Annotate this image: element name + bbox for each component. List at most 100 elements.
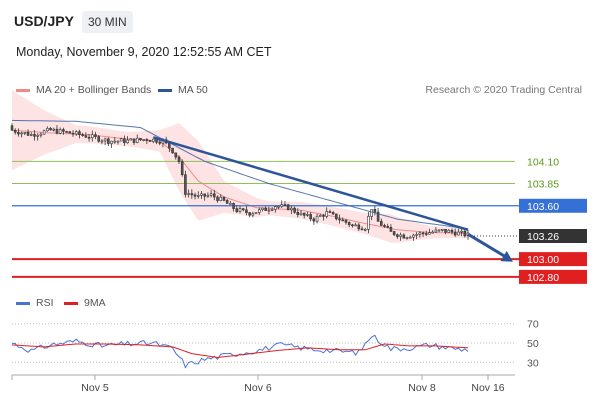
candle-body	[290, 207, 293, 211]
last-price-label: 103.26	[527, 231, 559, 243]
candle-body	[65, 131, 68, 133]
candle-body	[421, 232, 425, 235]
candle-body	[322, 215, 325, 217]
candle-body	[444, 228, 447, 233]
candle-body	[373, 209, 377, 213]
candle-body	[312, 218, 316, 222]
candle-body	[402, 234, 406, 239]
projection-arrow-shaft	[467, 232, 510, 261]
candle-body	[55, 128, 59, 134]
candle-body	[357, 224, 361, 230]
rsi-ma-line	[11, 343, 469, 359]
candle-body	[229, 203, 232, 205]
candle-body	[222, 196, 226, 201]
candle-body	[450, 230, 454, 233]
candle-body	[123, 138, 126, 144]
copyright-text: Research © 2020 Trading Central	[425, 84, 582, 96]
candle-body	[190, 193, 194, 196]
candle-body	[351, 224, 354, 227]
candle-body	[13, 129, 17, 133]
candle-body	[283, 204, 287, 206]
candle-body	[437, 229, 441, 232]
candle-body	[113, 140, 117, 143]
candle-body	[453, 231, 457, 236]
rsi-ma-swatch	[64, 301, 78, 305]
candle-body	[376, 211, 380, 222]
candle-body	[174, 152, 178, 158]
candle-body	[42, 130, 46, 135]
candle-body	[328, 211, 332, 213]
candle-body	[126, 139, 129, 144]
candle-body	[380, 221, 383, 226]
candle-body	[132, 138, 136, 143]
candle-body	[270, 209, 274, 211]
candle-body	[148, 140, 152, 142]
candle-body	[331, 212, 335, 215]
candle-body	[216, 196, 219, 201]
candle-body	[142, 139, 145, 141]
last-price-box	[519, 229, 587, 243]
candle-body	[196, 195, 200, 197]
candle-body	[36, 134, 39, 137]
candle-body	[219, 196, 223, 201]
candle-body	[257, 209, 261, 213]
x-tick-label: Nov 8	[408, 382, 436, 394]
ma50-line	[11, 119, 469, 230]
candle-body	[335, 213, 338, 220]
symbol-title: USD/JPY	[14, 13, 74, 29]
candle-body	[168, 142, 171, 149]
candle-body	[309, 214, 312, 220]
candle-body	[341, 219, 345, 222]
candle-body	[235, 208, 239, 212]
rsi-tick-label: 70	[527, 319, 539, 331]
candle-body	[78, 131, 81, 135]
candle-body	[71, 132, 75, 135]
candle-body	[139, 137, 142, 141]
candle-body	[203, 193, 206, 197]
legend-ma50-label: MA 50	[178, 84, 208, 96]
timestamp: Monday, November 9, 2020 12:52:55 AM CET	[16, 45, 272, 59]
candle-body	[232, 203, 235, 209]
legend-bollinger: MA 20 + Bollinger Bands	[16, 84, 151, 96]
interval-badge[interactable]: 30 MIN	[82, 11, 133, 33]
candle-body	[17, 132, 20, 135]
level-label: 103.85	[527, 179, 559, 191]
candle-body	[206, 194, 210, 197]
candle-body	[344, 219, 348, 223]
candle-body	[209, 193, 213, 196]
rsi-tick-label: 50	[527, 338, 539, 350]
candle-body	[441, 228, 444, 231]
candle-body	[367, 216, 370, 230]
candle-body	[193, 194, 197, 197]
candle-body	[267, 209, 271, 212]
candle-body	[213, 193, 216, 198]
level-label: 102.80	[527, 272, 559, 284]
candle-body	[107, 138, 110, 144]
candle-body	[74, 131, 78, 135]
x-tick-label: Nov 6	[244, 382, 272, 394]
candle-body	[10, 125, 14, 131]
candle-body	[434, 229, 438, 233]
level-label: 104.10	[527, 156, 559, 168]
candle-body	[370, 209, 373, 217]
candle-body	[251, 213, 255, 216]
candle-body	[129, 138, 133, 141]
trendline	[152, 136, 469, 231]
candle-body	[363, 229, 367, 231]
candle-body	[460, 230, 463, 233]
candle-body	[389, 227, 393, 232]
candle-body	[58, 129, 62, 134]
candle-body	[184, 174, 187, 195]
candle-body	[200, 193, 203, 196]
candle-body	[347, 222, 351, 226]
candle-body	[296, 212, 300, 216]
candle-body	[396, 234, 399, 237]
candle-body	[180, 161, 184, 176]
candle-body	[424, 233, 428, 235]
level-label-box	[519, 269, 587, 284]
candle-body	[39, 133, 43, 136]
candle-body	[245, 209, 248, 213]
candle-body	[274, 206, 277, 210]
